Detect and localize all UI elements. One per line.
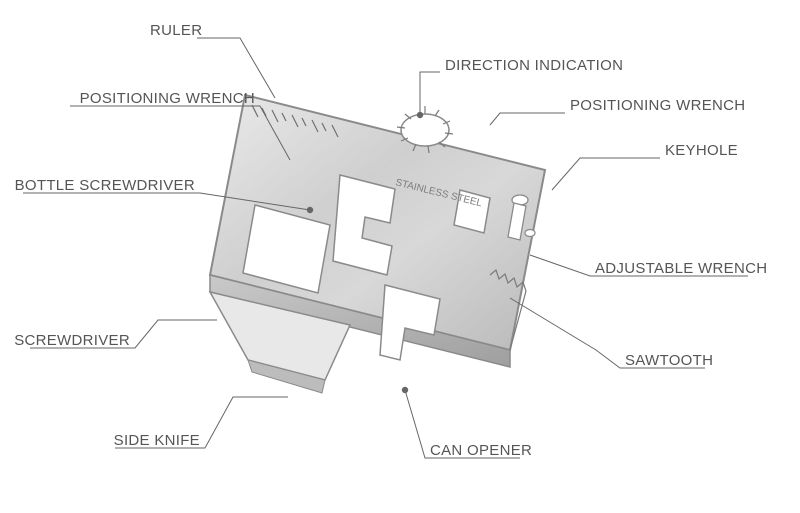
label-keyhole: KEYHOLE (665, 142, 738, 159)
label-bottle-screwdriver: BOTTLE SCREWDRIVER (15, 177, 195, 194)
diagram-stage: STAINLESS STEEL RULER DIRECTION INDICATI… (0, 0, 800, 513)
label-screwdriver: SCREWDRIVER (14, 332, 130, 349)
label-can-opener: CAN OPENER (430, 442, 532, 459)
label-pos-wrench-right: POSITIONING WRENCH (570, 97, 745, 114)
label-pos-wrench-left: POSITIONING WRENCH (80, 90, 255, 107)
label-side-knife: SIDE KNIFE (114, 432, 200, 449)
label-ruler: RULER (150, 22, 202, 39)
label-sawtooth: SAWTOOTH (625, 352, 713, 369)
label-direction: DIRECTION INDICATION (445, 57, 623, 74)
label-adjustable-wrench: ADJUSTABLE WRENCH (595, 260, 767, 277)
multitool-card: STAINLESS STEEL (190, 75, 570, 435)
